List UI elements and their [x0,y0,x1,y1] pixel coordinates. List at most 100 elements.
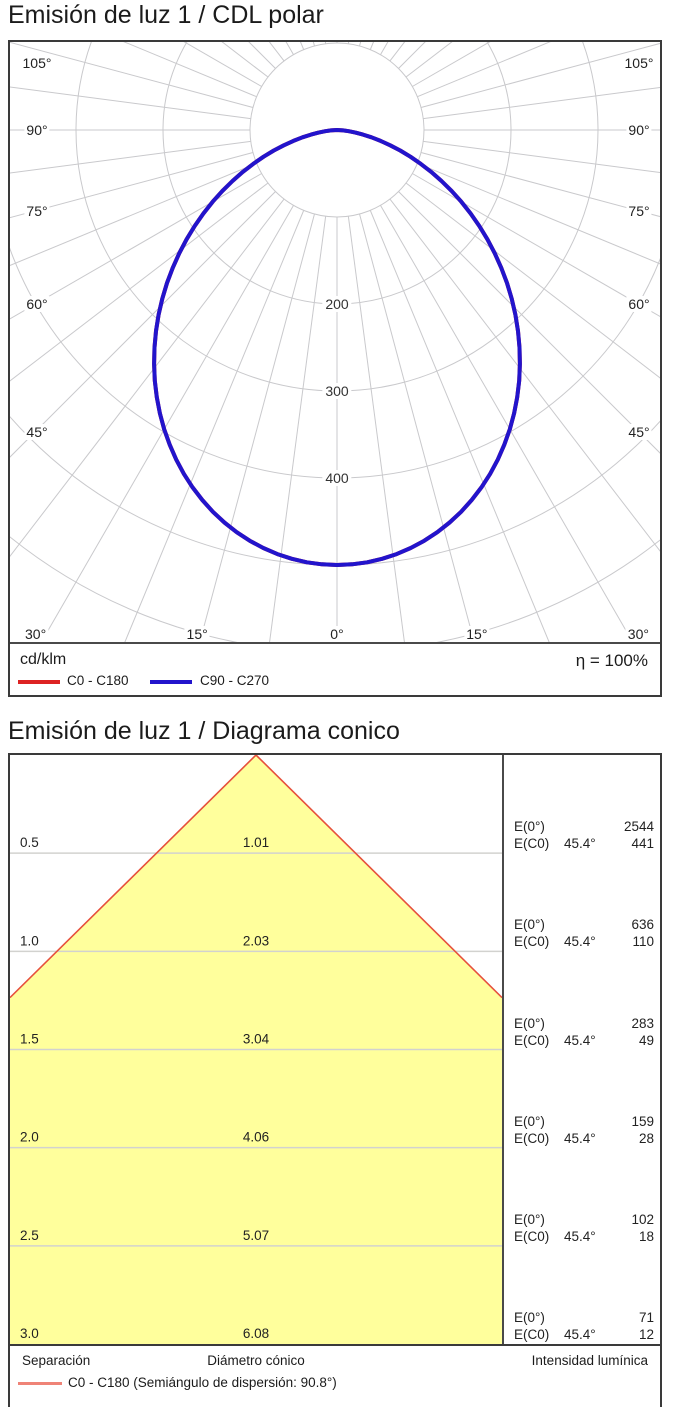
diameter-label: 4.06 [243,1130,269,1145]
cone-edge-right [255,755,502,999]
angle-label-left-105: 105° [20,55,54,71]
separation-label: 1.5 [20,1032,39,1047]
ec0-value: 12 [638,1327,654,1342]
polar-grid-ray [300,42,305,50]
polar-grid-ray [10,182,269,382]
e0-value: 71 [638,1310,654,1325]
cone-plot-area: 0.5 1.01 1.0 2.03 1.5 3.04 2.0 4.06 2.5 5.07 3.0 6.… [10,755,502,1344]
cone-edge-left [10,755,257,999]
angle-label-left-75: 75° [24,202,50,219]
e0-label: E(0°) [514,1113,545,1129]
ec0-label: E(C0) [514,836,550,852]
e0-row-2.0: E(0°) 159 [504,1114,660,1129]
polar-grid-ray [359,42,362,47]
polar-grid-ray [369,210,550,642]
ec0-row-3.0: E(C0) 45.4° 12 [504,1327,660,1342]
cone-diagram-box: 0.5 1.01 1.0 2.03 1.5 3.04 2.0 4.06 2.5 5.07 3.0 6.… [8,753,662,1407]
polar-grid-ray [10,162,257,266]
cone-footer: Separación Diámetro cónico Intensidad lu… [10,1344,660,1407]
polar-grid-ring [249,42,425,218]
polar-grid-ray [420,42,660,108]
diameter-label: 2.03 [243,933,269,948]
polar-grid-ray [324,42,327,44]
polar-curve-c90-c270 [152,128,522,567]
polar-grid-ray [359,213,475,642]
polar-grid-ray [347,216,405,642]
polar-plot-area: 0° 15° 15° 30° 30° 45° 45° 60° 60° 75° 75° 90° 90° 10… [10,42,660,642]
e0-value: 159 [631,1113,654,1129]
ec0-angle: 45.4° [564,836,596,852]
polar-grid-ray [123,42,257,98]
diameter-label: 6.08 [243,1326,269,1341]
separation-label: 2.0 [20,1130,39,1145]
ec0-row-2.5: E(C0) 45.4° 18 [504,1229,660,1244]
intensity-column-label: Intensidad lumínica [531,1353,648,1368]
ec0-angle: 45.4° [564,934,596,950]
e0-label: E(0°) [514,1015,545,1031]
ec0-angle: 45.4° [564,1228,596,1244]
c90-c270-line-icon [150,680,192,684]
diameter-label: 5.07 [243,1228,269,1243]
polar-diagram-box: 0° 15° 15° 30° 30° 45° 45° 60° 60° 75° 75° 90° 90° 10… [8,40,662,697]
angle-label-right-45: 45° [626,424,652,440]
angle-label-left-30: 30° [23,626,49,642]
illuminance-column: E(0°) 2544 E(C0) 45.4° 441 E(0°) 636 E(C0) 45.4°… [504,755,660,1344]
e0-value: 636 [631,917,654,933]
cone-chart-svg: 0.5 1.01 1.0 2.03 1.5 3.04 2.0 4.06 2.5 5.07 3.0 6.… [10,755,502,1344]
polar-grid-ray [398,42,426,69]
e0-row-0.5: E(0°) 2544 [504,819,660,834]
column-divider [502,755,504,1344]
ec0-angle: 45.4° [564,1327,596,1342]
e0-row-1.0: E(0°) 636 [504,917,660,932]
unit-label: cd/klm [20,651,67,668]
polar-grid-ray [269,216,327,642]
polar-grid-ray [347,42,350,44]
e0-row-3.0: E(0°) 71 [504,1310,660,1325]
angle-label-right-75: 75° [626,202,652,219]
polar-grid-ray [10,191,276,458]
e0-value: 283 [631,1015,654,1031]
polar-grid-ray [10,86,251,120]
cone-section-title: Emisión de luz 1 / Diagrama conico [8,717,400,745]
polar-legend: cd/klm η = 100% C0 - C180 C90 - C270 [10,642,660,695]
polar-grid-ray [412,173,660,318]
polar-grid-ray [40,205,294,642]
polar-grid-ray [417,42,551,98]
ec0-label: E(C0) [514,1130,550,1146]
angle-label-0: 0° [328,626,346,642]
c0-c180-legend-label: C0 - C180 [67,673,129,688]
separation-label: 3.0 [20,1326,39,1341]
separation-label: 1.0 [20,933,39,948]
polar-grid-ray [10,152,254,219]
angle-label-right-15: 15° [464,626,490,642]
polar-grid-ray [417,162,660,265]
e0-value: 102 [631,1211,654,1227]
separation-label: 0.5 [20,835,39,850]
angle-label-right-30: 30° [625,626,651,642]
ec0-value: 441 [631,836,654,852]
ec0-value: 28 [638,1130,654,1146]
polar-grid-ray [10,198,285,557]
c0-c180-line-icon [18,1382,62,1385]
ec0-row-1.5: E(C0) 45.4° 49 [504,1033,660,1048]
polar-grid-ray [420,152,660,218]
diameter-label: 1.01 [243,835,269,850]
polar-grid-ray [10,42,254,108]
separation-label: 2.5 [20,1228,39,1243]
angle-label-left-45: 45° [24,424,50,440]
ec0-label: E(C0) [514,1228,550,1244]
polar-grid-ray [199,213,315,642]
ec0-value: 110 [632,934,654,950]
diameter-column-label: Diámetro cónico [207,1353,305,1368]
polar-grid-ray [423,86,660,120]
ec0-value: 18 [638,1228,654,1244]
polar-grid-ray [389,198,660,552]
ec0-label: E(C0) [514,1032,550,1048]
ec0-value: 49 [638,1032,654,1048]
ec0-angle: 45.4° [564,1130,596,1146]
e0-label: E(0°) [514,819,545,835]
ec0-angle: 45.4° [564,1032,596,1048]
polar-grid-ray [10,140,251,174]
e0-row-2.5: E(0°) 102 [504,1212,660,1227]
polar-grid-ray [380,205,634,642]
